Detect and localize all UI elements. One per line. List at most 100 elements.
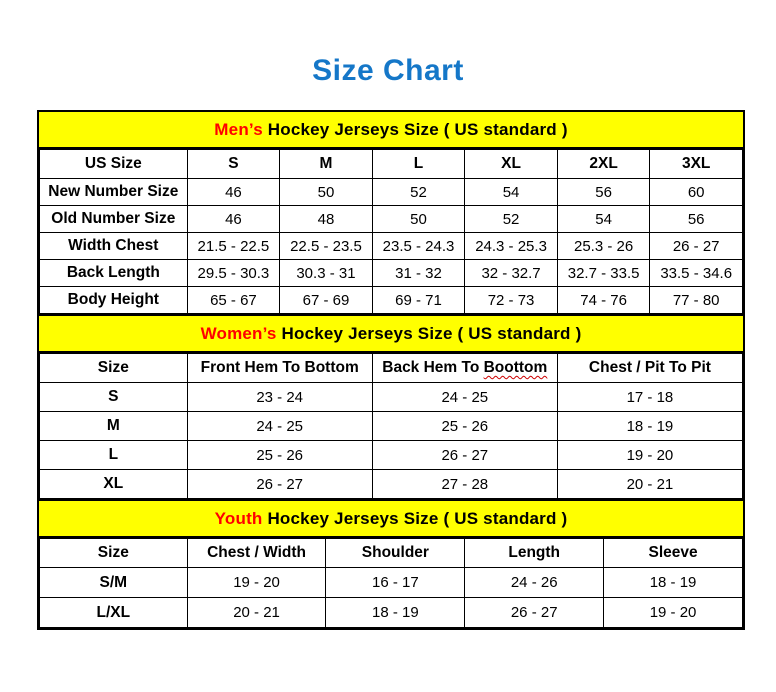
womens-cell-2-0: 25 - 26: [186, 440, 373, 470]
mens-row-2: Width Chest 21.5 - 22.5 22.5 - 23.5 23.5 - …: [39, 232, 743, 260]
youth-section-banner: Youth Hockey Jerseys Size ( US standard …: [39, 499, 743, 538]
mens-cell-4-2: 69 - 71: [371, 286, 466, 314]
mens-cell-3-2: 31 - 32: [371, 259, 466, 287]
section-youth: Youth Hockey Jerseys Size ( US standard …: [39, 499, 743, 628]
youth-column-header-4: Sleeve: [603, 538, 743, 568]
womens-cell-1-1: 25 - 26: [371, 411, 558, 441]
youth-cell-1-3: 19 - 20: [603, 597, 743, 628]
mens-cell-2-3: 24.3 - 25.3: [464, 232, 558, 260]
womens-section-banner: Women’s Hockey Jerseys Size ( US standar…: [39, 314, 743, 353]
mens-cell-1-1: 48: [279, 205, 373, 233]
page-title: Size Chart: [312, 54, 464, 87]
youth-banner-highlight: Youth: [214, 509, 263, 528]
section-mens: Men’s Hockey Jerseys Size ( US standard …: [39, 112, 743, 314]
youth-cell-1-0: 20 - 21: [186, 597, 327, 628]
mens-cell-1-3: 52: [464, 205, 558, 233]
mens-header-row: US Size S M L XL 2XL 3XL: [39, 149, 743, 179]
mens-section-banner: Men’s Hockey Jerseys Size ( US standard …: [39, 112, 743, 149]
womens-column-header-2: Back Hem To Boottom: [371, 353, 558, 383]
misspelled-word: Boottom: [483, 359, 548, 376]
mens-cell-2-2: 23.5 - 24.3: [371, 232, 466, 260]
mens-cell-3-4: 32.7 - 33.5: [556, 259, 651, 287]
mens-row-label-2: Width Chest: [39, 232, 188, 260]
youth-row-label-1: L/XL: [39, 597, 188, 628]
womens-row-label-2: L: [39, 440, 188, 470]
mens-row-4: Body Height 65 - 67 67 - 69 69 - 71 72 - 73 7…: [39, 286, 743, 314]
mens-row-0: New Number Size 46 50 52 54 56 60: [39, 178, 743, 206]
section-womens: Women’s Hockey Jerseys Size ( US standar…: [39, 314, 744, 499]
womens-cell-1-0: 24 - 25: [186, 411, 373, 441]
womens-size-table: Size Front Hem To Bottom Back Hem To Boott…: [39, 353, 744, 499]
youth-row-label-0: S/M: [39, 567, 188, 598]
womens-row-label-0: S: [39, 382, 188, 412]
mens-cell-1-4: 54: [556, 205, 651, 233]
mens-row-label-4: Body Height: [39, 286, 188, 314]
mens-size-table: US Size S M L XL 2XL 3XL New Number Size 46 50 52 5…: [39, 149, 743, 314]
mens-cell-1-5: 56: [649, 205, 743, 233]
womens-row-1: M 24 - 25 25 - 26 18 - 19: [39, 411, 744, 441]
womens-cell-2-2: 19 - 20: [556, 440, 744, 470]
mens-banner-highlight: Men’s: [214, 120, 263, 139]
mens-banner-text: Hockey Jerseys Size ( US standard ): [262, 120, 568, 139]
mens-cell-0-0: 46: [186, 178, 281, 206]
youth-banner-text: Hockey Jerseys Size ( US standard ): [262, 509, 568, 528]
womens-column-header-1: Front Hem To Bottom: [186, 353, 373, 383]
youth-cell-1-1: 18 - 19: [325, 597, 466, 628]
size-chart-frame: Men’s Hockey Jerseys Size ( US standard …: [37, 110, 745, 630]
youth-size-table: Size Chest / Width Shoulder Length Sleeve S/M…: [39, 538, 743, 628]
mens-cell-4-5: 77 - 80: [649, 286, 743, 314]
mens-cell-2-0: 21.5 - 22.5: [186, 232, 281, 260]
mens-cell-0-4: 56: [556, 178, 651, 206]
mens-cell-1-0: 46: [186, 205, 281, 233]
womens-column-header-0: Size: [39, 353, 188, 383]
youth-row-0: S/M 19 - 20 16 - 17 24 - 26 18 - 19: [39, 567, 743, 598]
youth-column-header-2: Shoulder: [325, 538, 466, 568]
womens-banner-highlight: Women’s: [200, 324, 277, 343]
mens-row-3: Back Length 29.5 - 30.3 30.3 - 31 31 - 32 32…: [39, 259, 743, 287]
youth-cell-0-3: 18 - 19: [603, 567, 743, 598]
mens-column-header-2: M: [279, 149, 373, 179]
mens-cell-4-4: 74 - 76: [556, 286, 651, 314]
mens-cell-0-2: 52: [371, 178, 466, 206]
mens-cell-3-0: 29.5 - 30.3: [186, 259, 281, 287]
mens-cell-3-1: 30.3 - 31: [279, 259, 373, 287]
mens-column-header-1: S: [186, 149, 281, 179]
womens-cell-3-2: 20 - 21: [556, 469, 744, 499]
youth-column-header-1: Chest / Width: [186, 538, 327, 568]
womens-column-header-3: Chest / Pit To Pit: [556, 353, 744, 383]
womens-row-2: L 25 - 26 26 - 27 19 - 20: [39, 440, 744, 470]
mens-cell-3-5: 33.5 - 34.6: [649, 259, 743, 287]
youth-column-header-3: Length: [464, 538, 605, 568]
womens-cell-3-1: 27 - 28: [371, 469, 558, 499]
mens-row-1: Old Number Size 46 48 50 52 54 56: [39, 205, 743, 233]
mens-cell-1-2: 50: [371, 205, 466, 233]
womens-banner-text: Hockey Jerseys Size ( US standard ): [276, 324, 582, 343]
mens-row-label-0: New Number Size: [39, 178, 188, 206]
mens-cell-2-5: 26 - 27: [649, 232, 743, 260]
mens-column-header-6: 3XL: [649, 149, 743, 179]
youth-header-row: Size Chest / Width Shoulder Length Sleeve: [39, 538, 743, 568]
mens-column-header-5: 2XL: [556, 149, 651, 179]
womens-row-3: XL 26 - 27 27 - 28 20 - 21: [39, 469, 744, 499]
mens-cell-0-5: 60: [649, 178, 743, 206]
size-chart-page: Size Chart Men’s Hockey Jerseys Size ( U…: [0, 54, 776, 630]
mens-cell-0-3: 54: [464, 178, 558, 206]
womens-cell-2-1: 26 - 27: [371, 440, 558, 470]
youth-cell-1-2: 26 - 27: [464, 597, 605, 628]
mens-cell-2-1: 22.5 - 23.5: [279, 232, 373, 260]
mens-column-header-4: XL: [464, 149, 558, 179]
youth-cell-0-2: 24 - 26: [464, 567, 605, 598]
womens-cell-1-2: 18 - 19: [556, 411, 744, 441]
womens-header-row: Size Front Hem To Bottom Back Hem To Boott…: [39, 353, 744, 383]
mens-column-header-0: US Size: [39, 149, 188, 179]
mens-cell-4-0: 65 - 67: [186, 286, 281, 314]
womens-row-0: S 23 - 24 24 - 25 17 - 18: [39, 382, 744, 412]
mens-cell-4-3: 72 - 73: [464, 286, 558, 314]
youth-row-1: L/XL 20 - 21 18 - 19 26 - 27 19 - 20: [39, 597, 743, 628]
youth-cell-0-0: 19 - 20: [186, 567, 327, 598]
mens-cell-4-1: 67 - 69: [279, 286, 373, 314]
youth-cell-0-1: 16 - 17: [325, 567, 466, 598]
womens-row-label-1: M: [39, 411, 188, 441]
mens-column-header-3: L: [371, 149, 466, 179]
womens-cell-0-1: 24 - 25: [371, 382, 558, 412]
